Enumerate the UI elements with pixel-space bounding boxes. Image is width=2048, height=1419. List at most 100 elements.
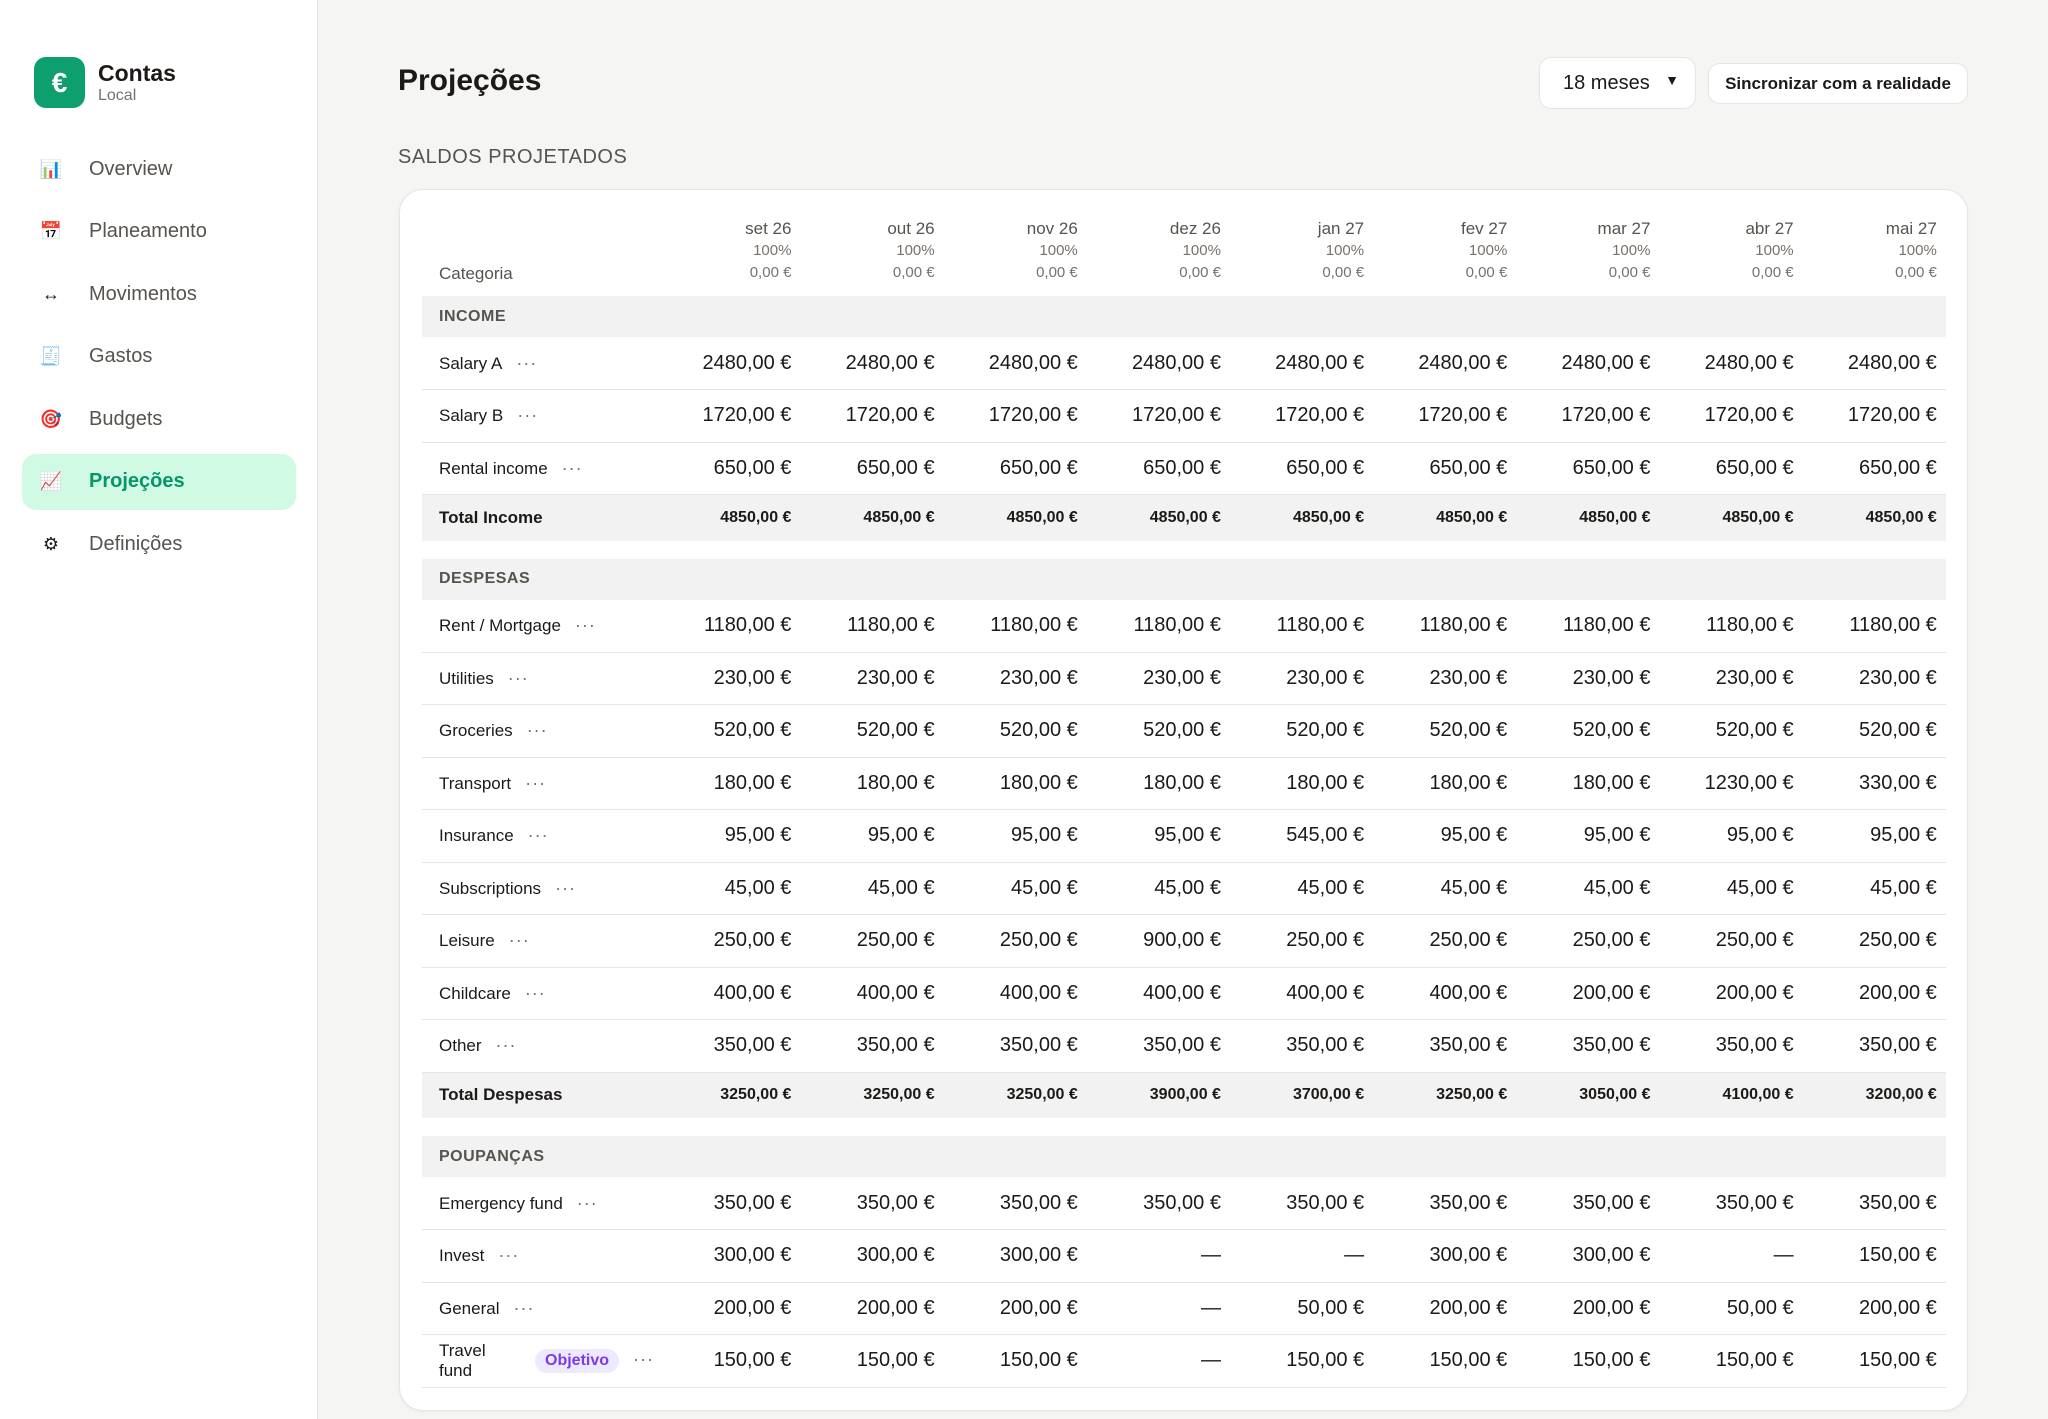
value-cell: 250,00 € — [1376, 914, 1520, 968]
total-value-cell: 4850,00 € — [946, 494, 1090, 541]
receipt-icon: 🧾 — [39, 346, 63, 366]
total-value-cell: 3250,00 € — [946, 1072, 1090, 1118]
sync-button[interactable]: Sincronizar com a realidade — [1708, 63, 1968, 104]
table-row: Rental income ··· 650,00 €650,00 €650,00 €… — [422, 442, 1946, 495]
category-name: General — [439, 1298, 500, 1318]
category-cell: General ··· — [422, 1282, 661, 1335]
row-menu-icon[interactable]: ··· — [507, 667, 529, 688]
value-cell: 230,00 € — [1519, 652, 1663, 705]
table-row: Salary A ··· 2480,00 €2480,00 €2480,00 €24… — [422, 337, 1946, 390]
section-title: INCOME — [422, 296, 1946, 337]
value-cell: 200,00 € — [660, 1282, 804, 1335]
value-cell: 180,00 € — [803, 757, 947, 810]
value-cell: 1720,00 € — [1519, 389, 1663, 443]
value-cell: 1720,00 € — [803, 389, 947, 443]
arrows-icon: ↔ — [42, 283, 60, 304]
category-cell: Salary B ··· — [422, 389, 661, 443]
row-menu-icon[interactable]: ··· — [524, 982, 546, 1003]
value-cell: 520,00 € — [1805, 704, 1946, 758]
table-row: Invest ··· 300,00 €300,00 €300,00 € — —300,0… — [422, 1229, 1946, 1283]
row-menu-icon[interactable]: ··· — [561, 457, 583, 478]
row-menu-icon[interactable]: ··· — [516, 352, 538, 373]
month-column-header: nov 26 100% 0,00 € — [947, 190, 1090, 296]
total-label: Total Income — [422, 494, 661, 541]
row-menu-icon[interactable]: ··· — [495, 1035, 517, 1056]
value-cell: 250,00 € — [803, 914, 947, 968]
month-amount: 0,00 € — [1322, 264, 1365, 281]
category-cell: Emergency fund ··· — [422, 1177, 661, 1230]
value-cell: 95,00 € — [1805, 809, 1946, 863]
month-percentage: 100% — [1612, 242, 1651, 259]
month-column-header: jan 27 100% 0,00 € — [1233, 190, 1376, 296]
value-cell: 650,00 € — [1232, 442, 1377, 495]
total-value-cell: 4850,00 € — [1662, 494, 1806, 541]
value-cell: 1180,00 € — [1519, 599, 1663, 653]
section-header-row: POUPANÇAS — [422, 1136, 1946, 1177]
category-cell: Other ··· — [422, 1019, 661, 1073]
category-name: Emergency fund — [439, 1193, 563, 1213]
value-cell: 300,00 € — [1376, 1229, 1520, 1283]
row-menu-icon[interactable]: ··· — [555, 877, 577, 898]
value-cell: 95,00 € — [803, 809, 947, 863]
month-column-header: dez 26 100% 0,00 € — [1090, 190, 1233, 296]
value-cell: 1180,00 € — [1805, 599, 1946, 653]
value-cell: 180,00 € — [1232, 757, 1377, 810]
value-cell: 150,00 € — [803, 1334, 947, 1388]
row-menu-icon[interactable]: ··· — [517, 405, 539, 426]
value-cell: 400,00 € — [946, 967, 1090, 1020]
value-cell: 400,00 € — [803, 967, 947, 1020]
sidebar-item-label: Movimentos — [89, 282, 197, 305]
value-cell: 350,00 € — [1662, 1177, 1806, 1230]
category-cell: Groceries ··· — [422, 704, 661, 758]
month-label: fev 27 — [1460, 219, 1508, 238]
brand-subtitle: Local — [98, 86, 137, 104]
total-value-cell: 4100,00 € — [1662, 1072, 1806, 1118]
category-cell: Invest ··· — [422, 1229, 661, 1283]
table-scroll-area[interactable]: Categoria set 26 100% 0,00 € out 26 100% 0,00 … — [422, 190, 1946, 1390]
table-row: Rent / Mortgage ··· 1180,00 €1180,00 €1180… — [422, 599, 1946, 653]
value-cell: 45,00 € — [946, 862, 1090, 915]
month-amount: 0,00 € — [1179, 264, 1221, 281]
value-cell: 200,00 € — [1662, 967, 1806, 1020]
total-value-cell: 3900,00 € — [1089, 1072, 1233, 1118]
category-cell: Salary A ··· — [422, 337, 661, 390]
sidebar-item-projecoes[interactable]: 📈 Projeções — [22, 453, 296, 510]
table-row: Leisure ··· 250,00 €250,00 €250,00 €900,00… — [422, 914, 1946, 968]
value-cell: 520,00 € — [1089, 704, 1233, 758]
row-menu-icon[interactable]: ··· — [508, 930, 530, 951]
value-cell: 350,00 € — [1089, 1177, 1233, 1230]
category-column-header: Categoria — [439, 264, 513, 283]
table-row: General ··· 200,00 €200,00 €200,00 € —50,00… — [422, 1282, 1946, 1335]
value-cell: 300,00 € — [803, 1229, 947, 1283]
row-menu-icon[interactable]: ··· — [527, 825, 549, 846]
value-cell: 2480,00 € — [1662, 337, 1806, 390]
value-cell: — — [1089, 1282, 1233, 1335]
value-cell: 520,00 € — [1232, 704, 1377, 758]
sidebar-item-budgets[interactable]: 🎯 Budgets — [22, 391, 296, 447]
trend-icon: 📈 — [39, 471, 63, 491]
value-cell: 180,00 € — [1089, 757, 1233, 810]
value-cell: 2480,00 € — [1519, 337, 1663, 390]
row-menu-icon[interactable]: ··· — [498, 1245, 520, 1266]
row-menu-icon[interactable]: ··· — [525, 772, 547, 793]
month-amount: 0,00 € — [749, 264, 792, 281]
sidebar-item-movimentos[interactable]: ↔ Movimentos — [22, 266, 296, 322]
value-cell: 350,00 € — [660, 1019, 804, 1073]
category-name: Rental income — [439, 458, 548, 478]
row-menu-icon[interactable]: ··· — [574, 615, 596, 635]
sidebar-item-definicoes[interactable]: ⚙ Definições — [22, 516, 296, 572]
value-cell: 900,00 € — [1089, 914, 1233, 968]
sidebar-item-planeamento[interactable]: 📅 Planeamento — [22, 204, 296, 260]
period-select[interactable]: 18 meses ▼ — [1539, 57, 1696, 109]
sidebar: € Contas Local 📊 Overview 📅 Planeamento ↔ Mov… — [0, 0, 318, 1419]
value-cell: 400,00 € — [1376, 967, 1520, 1020]
row-menu-icon[interactable]: ··· — [526, 720, 548, 741]
value-cell: 520,00 € — [1662, 704, 1806, 758]
value-cell: 2480,00 € — [1089, 337, 1233, 390]
month-amount: 0,00 € — [1608, 264, 1651, 281]
sidebar-item-overview[interactable]: 📊 Overview — [22, 141, 296, 197]
row-menu-icon[interactable]: ··· — [633, 1349, 654, 1370]
row-menu-icon[interactable]: ··· — [576, 1192, 598, 1213]
sidebar-item-gastos[interactable]: 🧾 Gastos — [22, 329, 296, 385]
row-menu-icon[interactable]: ··· — [513, 1297, 535, 1318]
